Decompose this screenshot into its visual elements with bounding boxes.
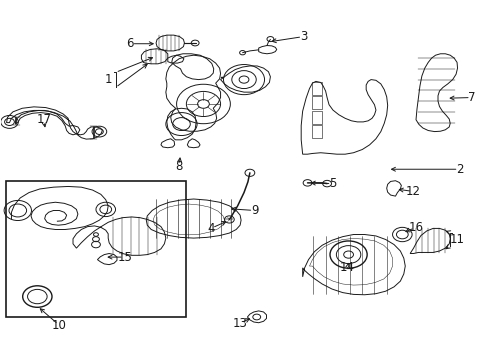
Text: 4: 4 — [207, 222, 215, 235]
Text: 13: 13 — [233, 317, 247, 330]
Text: 1: 1 — [104, 73, 112, 86]
Text: 6: 6 — [126, 37, 134, 50]
Text: 14: 14 — [340, 261, 355, 274]
Text: 2: 2 — [456, 163, 464, 176]
Text: 12: 12 — [406, 185, 421, 198]
Text: 16: 16 — [409, 221, 423, 234]
Bar — [5, 181, 186, 317]
Text: 10: 10 — [52, 319, 67, 332]
Text: 17: 17 — [36, 113, 51, 126]
Text: 15: 15 — [118, 251, 133, 264]
Text: 9: 9 — [251, 204, 259, 217]
Text: 7: 7 — [468, 91, 476, 104]
Text: 3: 3 — [300, 30, 307, 43]
Text: 8: 8 — [175, 160, 183, 173]
Text: 5: 5 — [329, 177, 337, 190]
Text: 11: 11 — [450, 233, 465, 246]
